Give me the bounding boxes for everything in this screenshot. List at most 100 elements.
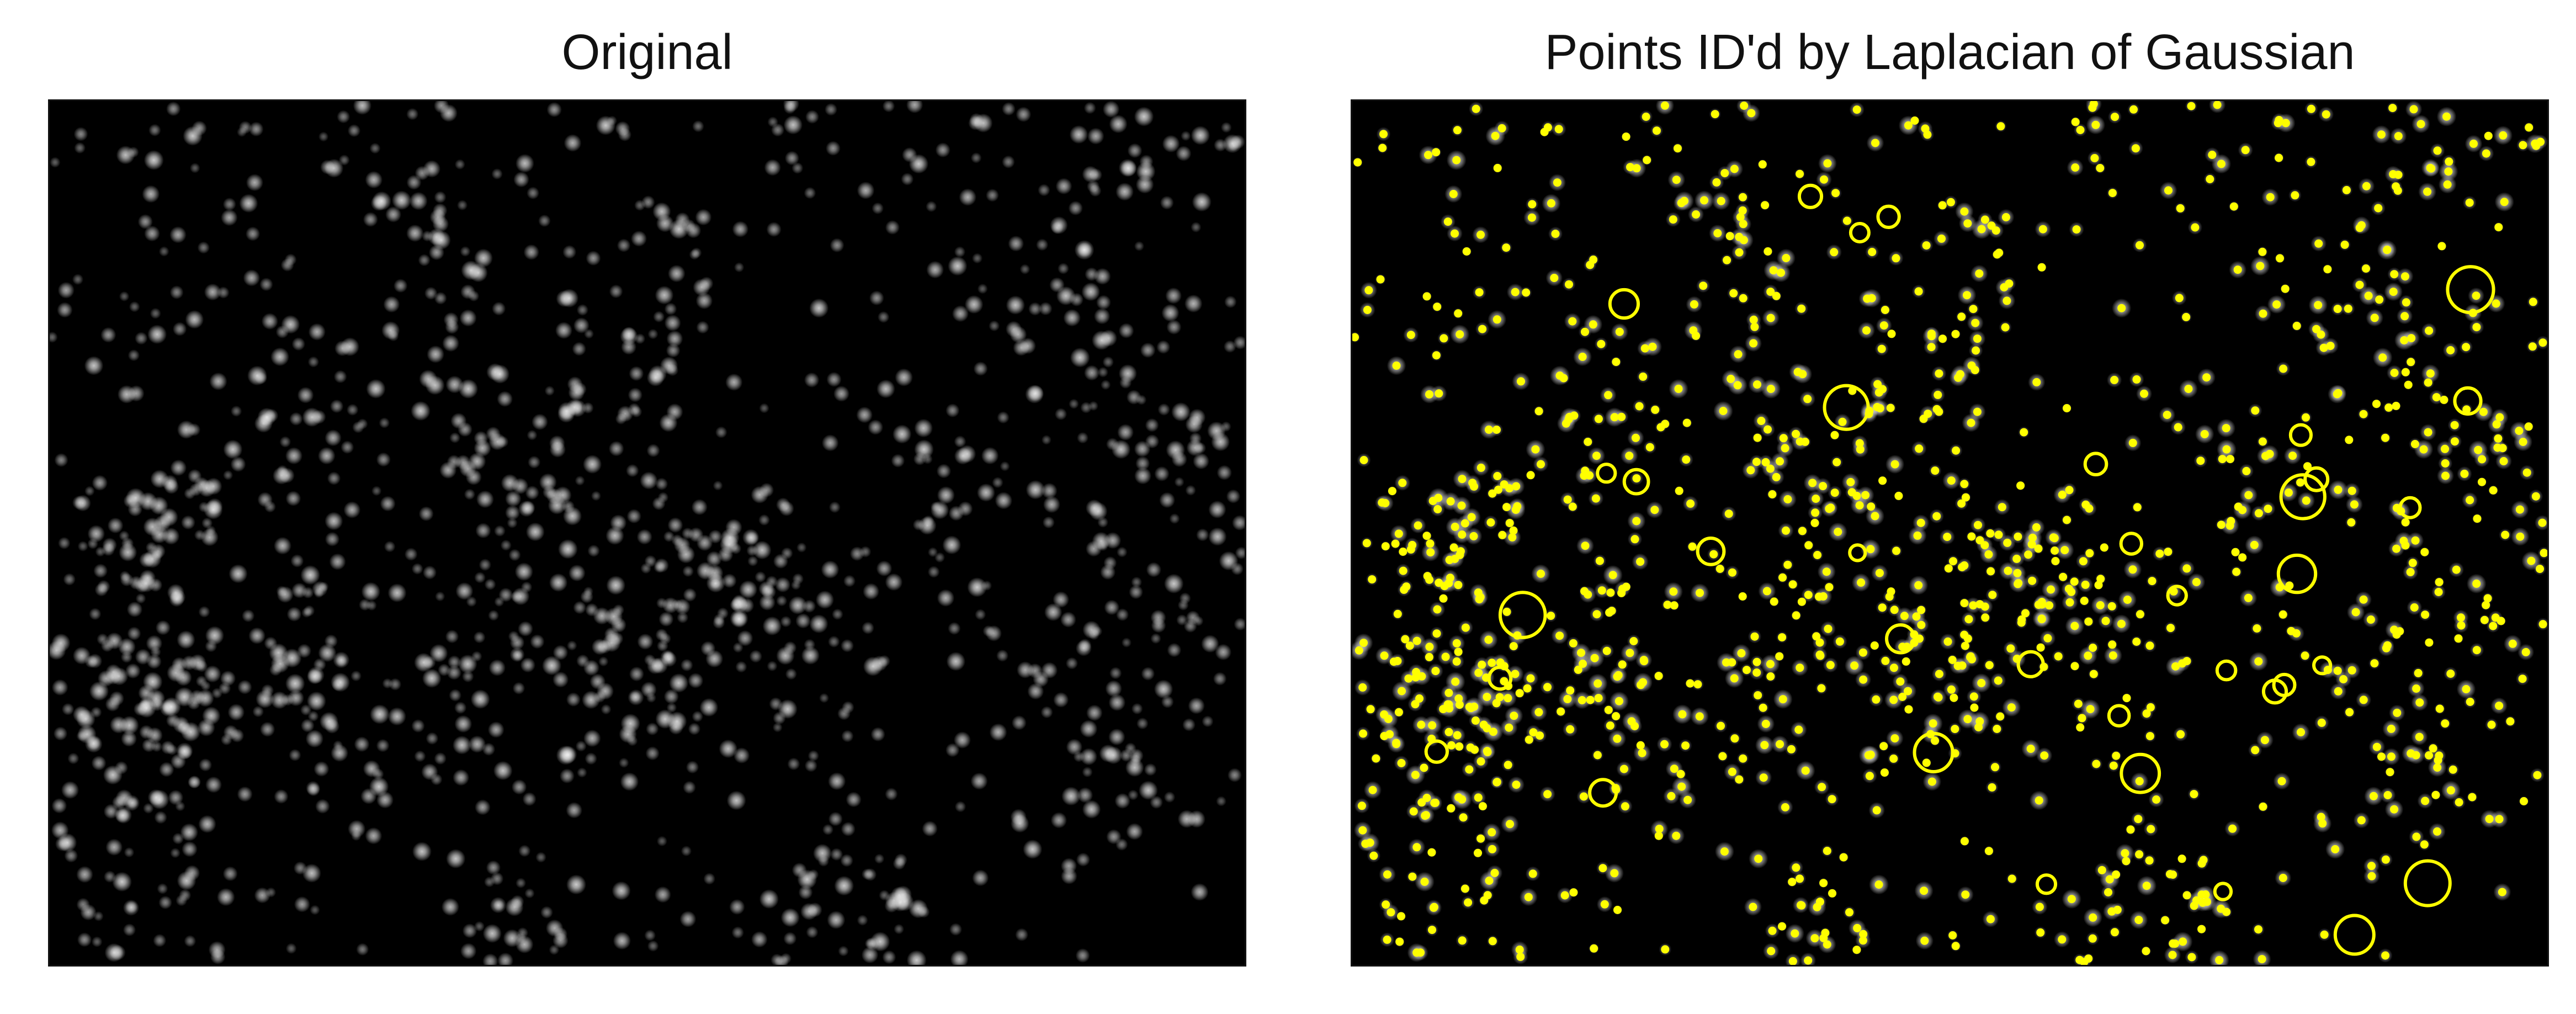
detected-point-marker xyxy=(1523,684,1532,693)
detected-point-marker xyxy=(1817,684,1826,693)
detected-point-marker xyxy=(1923,130,1932,139)
fluorescent-spot xyxy=(486,860,501,875)
detected-point-marker xyxy=(1359,729,1367,738)
detected-point-marker xyxy=(2064,585,2073,593)
detected-point-marker xyxy=(2206,175,2214,183)
detected-blob-ring xyxy=(2261,678,2288,705)
detected-point-marker xyxy=(2128,565,2137,574)
detected-point-marker xyxy=(2197,925,2206,933)
detected-point-marker xyxy=(1759,773,1768,782)
detected-point-marker xyxy=(1421,811,1430,820)
fluorescent-spot xyxy=(970,152,982,163)
fluorescent-spot xyxy=(237,786,253,802)
detected-point-marker xyxy=(1440,334,1448,343)
fluorescent-spot xyxy=(1191,222,1202,233)
fluorescent-spot xyxy=(1126,823,1143,840)
detected-point-marker xyxy=(2108,189,2117,198)
detected-point-marker xyxy=(1456,550,1464,559)
detected-point-marker xyxy=(1586,696,1595,704)
detected-point-marker xyxy=(2407,334,2416,343)
detected-point-marker xyxy=(2187,953,2196,962)
fluorescent-spot xyxy=(77,541,88,552)
fluorescent-spot xyxy=(180,515,195,530)
fluorescent-spot xyxy=(927,566,940,578)
fluorescent-spot xyxy=(1085,267,1099,282)
detected-point-marker xyxy=(1938,201,1947,210)
fluorescent-spot xyxy=(159,762,174,777)
detected-point-marker xyxy=(2238,553,2247,562)
detected-point-marker xyxy=(1417,720,1426,729)
detected-point-marker xyxy=(2495,413,2504,422)
fluorescent-spot xyxy=(1036,238,1049,251)
detected-point-marker xyxy=(2202,373,2211,382)
fluorescent-spot xyxy=(53,726,68,741)
detected-point-marker xyxy=(1550,274,1559,282)
detected-point-marker xyxy=(1912,612,1921,621)
detected-point-marker xyxy=(1446,497,1455,506)
fluorescent-spot xyxy=(512,477,529,495)
fluorescent-spot xyxy=(591,491,601,501)
detected-point-marker xyxy=(2320,930,2329,939)
detected-point-marker xyxy=(1764,247,1772,256)
detected-point-marker xyxy=(2317,718,2326,727)
fluorescent-spot xyxy=(653,311,665,323)
fluorescent-spot xyxy=(742,529,759,546)
detected-point-marker xyxy=(1892,546,1901,555)
fluorescent-spot xyxy=(468,290,480,302)
detected-point-marker xyxy=(1592,610,1601,619)
detected-point-marker xyxy=(1951,725,1959,734)
detected-point-marker xyxy=(1672,176,1681,184)
detected-point-marker xyxy=(1973,335,1982,343)
fluorescent-spot xyxy=(466,596,477,607)
detected-point-marker xyxy=(1859,930,1868,938)
detected-point-marker xyxy=(2272,300,2281,309)
fluorescent-spot xyxy=(918,516,937,535)
detected-point-marker xyxy=(2107,602,2116,610)
fluorescent-spot xyxy=(739,598,755,613)
fluorescent-spot xyxy=(1146,562,1161,577)
fluorescent-spot xyxy=(828,501,841,513)
fluorescent-spot xyxy=(671,534,683,546)
fluorescent-spot xyxy=(199,758,213,772)
fluorescent-spot xyxy=(449,432,460,443)
detected-point-marker xyxy=(2381,433,2389,442)
detected-point-marker xyxy=(1515,689,1524,698)
fluorescent-spot xyxy=(455,582,474,600)
fluorescent-spot xyxy=(363,212,378,227)
fluorescent-spot xyxy=(247,365,267,386)
fluorescent-spot xyxy=(259,278,273,291)
detected-point-marker xyxy=(2448,765,2457,774)
fluorescent-spot xyxy=(100,639,114,652)
fluorescent-spot xyxy=(952,305,969,322)
detected-point-marker xyxy=(1470,702,1479,711)
fluorescent-spot xyxy=(1013,339,1029,356)
detected-point-marker xyxy=(1787,745,1796,753)
detected-point-marker xyxy=(2292,321,2301,330)
fluorescent-spot xyxy=(424,286,438,300)
detected-point-marker xyxy=(1412,636,1421,645)
fluorescent-spot xyxy=(1116,182,1134,201)
detected-point-marker xyxy=(1783,560,1792,569)
fluorescent-spot xyxy=(172,322,187,336)
detected-point-marker xyxy=(1504,694,1512,703)
fluorescent-spot xyxy=(804,372,820,388)
fluorescent-spot xyxy=(391,190,412,210)
fluorescent-spot xyxy=(1109,115,1128,134)
fluorescent-spot xyxy=(784,151,799,166)
detected-point-marker xyxy=(2531,492,2540,501)
detected-point-marker xyxy=(1804,956,1813,965)
detected-point-marker xyxy=(1458,475,1467,484)
detected-point-marker xyxy=(1969,692,1978,701)
detected-point-marker xyxy=(1510,712,1518,720)
fluorescent-spot xyxy=(1191,126,1210,145)
detected-point-marker xyxy=(2032,523,2041,532)
fluorescent-spot xyxy=(681,846,692,857)
fluorescent-spot xyxy=(512,682,525,695)
fluorescent-spot xyxy=(583,455,602,474)
fluorescent-spot xyxy=(619,757,629,768)
detected-point-marker xyxy=(2088,934,2097,943)
detected-point-marker xyxy=(2043,634,2052,643)
fluorescent-spot xyxy=(505,898,524,916)
detected-point-marker xyxy=(1489,728,1497,736)
detected-point-marker xyxy=(1660,740,1669,748)
